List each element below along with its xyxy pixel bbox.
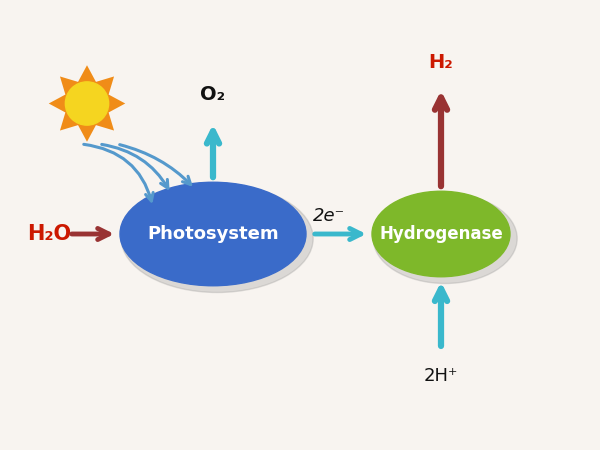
- Ellipse shape: [373, 194, 517, 284]
- Text: O₂: O₂: [200, 85, 226, 104]
- Text: Photosystem: Photosystem: [147, 225, 279, 243]
- Text: 2H⁺: 2H⁺: [424, 367, 458, 385]
- Text: Hydrogenase: Hydrogenase: [379, 225, 503, 243]
- Polygon shape: [49, 65, 125, 142]
- Ellipse shape: [372, 191, 510, 277]
- Ellipse shape: [121, 184, 313, 292]
- Text: H₂: H₂: [428, 53, 454, 72]
- Ellipse shape: [120, 182, 306, 286]
- Ellipse shape: [65, 82, 109, 125]
- Text: 2e⁻: 2e⁻: [313, 207, 345, 225]
- Text: H₂O: H₂O: [27, 224, 71, 244]
